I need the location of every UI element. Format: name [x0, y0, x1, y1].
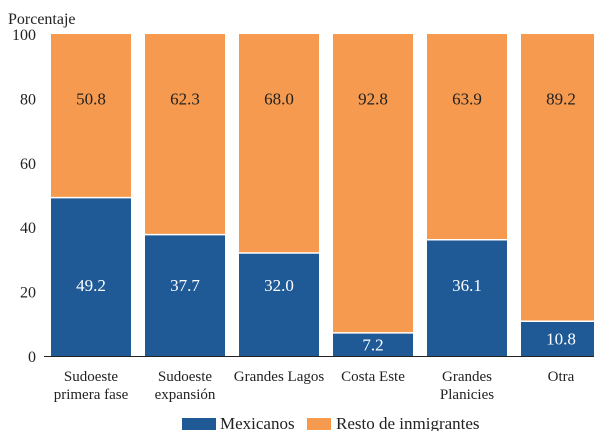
bar-segment [521, 34, 594, 322]
data-label: 68.0 [264, 89, 294, 108]
data-label: 50.8 [76, 89, 106, 108]
bar-segment [51, 197, 131, 356]
y-tick-label: 80 [20, 91, 36, 108]
data-label: 10.8 [546, 330, 576, 349]
y-axis-ticks: 0 20 40 60 80 100 [12, 27, 36, 366]
legend-swatch [182, 418, 216, 430]
data-label: 7.2 [362, 335, 383, 354]
legend-label: Mexicanos [220, 414, 295, 431]
x-axis-labels: Sudoeste primera fase Sudoeste expansión Gra… [54, 369, 575, 403]
bar-segment [239, 34, 319, 253]
bar-segment [427, 34, 507, 240]
data-label: 62.3 [170, 89, 200, 108]
x-tick-label: Sudoeste primera fase [54, 369, 129, 403]
x-tick-label: Costa Este [341, 369, 405, 385]
data-label: 36.1 [452, 276, 482, 295]
bar-segment [521, 321, 594, 356]
bar-segment [51, 34, 131, 198]
y-tick-label: 60 [20, 156, 36, 173]
legend-swatch [307, 418, 331, 430]
y-tick-label: 20 [20, 285, 36, 302]
x-tick-label: Sudoeste expansión [155, 369, 216, 403]
x-tick-label: Grandes Lagos [234, 369, 325, 385]
bar-segment [333, 34, 413, 333]
y-tick-label: 100 [12, 27, 36, 44]
bar-segment [145, 234, 225, 356]
bar-segment [145, 34, 225, 235]
legend: Mexicanos Resto de inmigrantes [182, 414, 480, 431]
y-tick-label: 40 [20, 220, 36, 237]
bar-segment [239, 252, 319, 356]
data-label: 32.0 [264, 276, 294, 295]
legend-label: Resto de inmigrantes [336, 414, 480, 431]
data-label: 49.2 [76, 276, 106, 295]
data-label: 92.8 [358, 89, 388, 108]
bars: 49.2 50.8 37.7 62.3 32.0 68.0 7.2 92.8 36.1 63.9 1… [51, 34, 594, 356]
x-tick-label: Grandes Planicies [440, 369, 494, 403]
data-label: 37.7 [170, 276, 200, 295]
y-tick-label: 0 [28, 349, 36, 366]
bar-segment [333, 332, 413, 356]
bar-segment [427, 239, 507, 356]
y-axis-title: Porcentaje [8, 11, 76, 28]
data-label: 63.9 [452, 89, 482, 108]
data-label: 89.2 [546, 89, 576, 108]
x-tick-label: Otra [548, 369, 575, 385]
